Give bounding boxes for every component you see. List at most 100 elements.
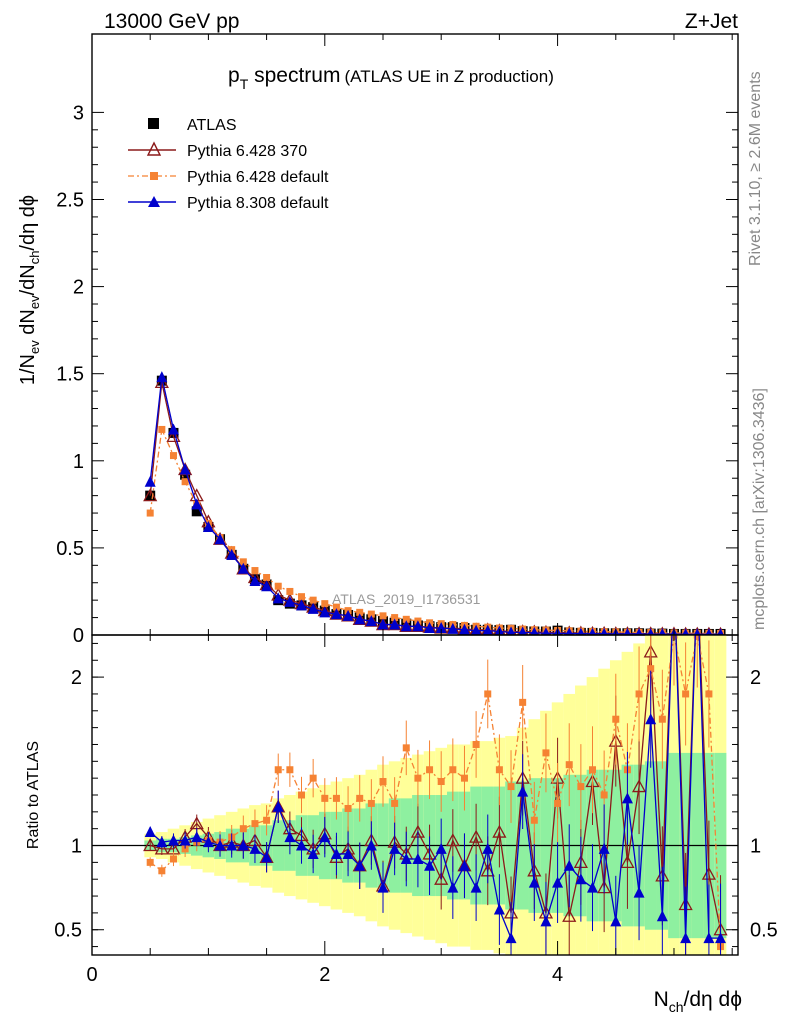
ratio-point-pythia-6-428-default	[356, 794, 364, 802]
data-point-pythia-8-308-default	[458, 623, 470, 635]
ratio-point-pythia-8-308-default	[680, 932, 692, 944]
data-point-pythia-8-308-default	[167, 423, 179, 435]
ratio-point-pythia-6-428-default	[705, 690, 713, 698]
ratio-point-pythia-6-428-default	[402, 744, 410, 752]
ratio-point-pythia-6-428-370	[562, 908, 577, 922]
data-point-pythia-6-428-default	[263, 574, 271, 582]
data-point-pythia-8-308-default	[518, 626, 527, 635]
data-point-pythia-8-308-default	[296, 599, 308, 611]
data-point-pythia-8-308-default	[435, 622, 447, 634]
ratio-y-tick-label-left: 2	[71, 667, 82, 689]
data-point-pythia-8-308-default	[144, 475, 156, 487]
main-y-tick-label: 2	[73, 277, 84, 299]
data-point-pythia-8-308-default	[191, 498, 203, 510]
data-point-pythia-6-428-default	[274, 582, 282, 590]
data-point-pythia-6-428-default	[356, 608, 364, 616]
x-tick-label: 0	[86, 964, 97, 986]
ratio-point-pythia-6-428-default	[519, 698, 527, 706]
data-point-pythia-8-308-default	[226, 548, 238, 560]
ratio-point-pythia-6-428-default	[554, 799, 562, 807]
ratio-point-pythia-6-428-default	[449, 766, 457, 774]
ratio-point-pythia-8-308-default	[202, 836, 214, 848]
ratio-point-pythia-6-428-default	[367, 799, 375, 807]
ratio-point-pythia-8-308-default	[715, 932, 727, 944]
ratio-point-pythia-8-308-default	[342, 847, 354, 859]
data-point-pythia-8-308-default	[249, 574, 261, 586]
ratio-y-tick-label-right: 2	[750, 667, 761, 689]
data-point-pythia-6-428-default	[309, 596, 317, 604]
ratio-point-pythia-6-428-default	[286, 766, 294, 774]
data-point-pythia-8-308-default	[542, 627, 550, 635]
legend-marker-pythia6-370	[146, 141, 162, 156]
ratio-point-pythia-8-308-default	[389, 842, 401, 854]
data-point-pythia-8-308-default	[412, 620, 424, 632]
data-point-pythia-8-308-default	[307, 602, 319, 614]
ratio-point-pythia-8-308-default	[226, 839, 238, 851]
ratio-point-pythia-8-308-default	[493, 903, 505, 915]
ratio-point-pythia-6-428-default	[460, 774, 468, 782]
ratio-point-pythia-8-308-default	[354, 859, 366, 871]
data-point-pythia-8-308-default	[400, 620, 412, 632]
ratio-panel: 0.5 0.5 1 1 2 2 0 2 4 Ratio to ATLAS Nch/dη dϕ	[25, 570, 778, 1015]
legend-entry-atlas: ATLAS	[148, 117, 237, 134]
data-point-pythia-6-428-default	[367, 610, 375, 618]
data-point-pythia-6-428-default	[181, 478, 189, 486]
main-y-tick-label: 1	[73, 451, 84, 473]
main-panel: ATLAS_2019_I1736531 0 0.5 1 1.5 2 2.5 3 pT spe…	[17, 33, 739, 647]
ratio-point-pythia-8-308-default	[156, 836, 168, 848]
data-point-pythia-8-308-default	[482, 624, 493, 635]
data-point-pythia-8-308-default	[237, 562, 249, 574]
ratio-point-pythia-6-428-default	[391, 799, 399, 807]
ratio-point-pythia-8-308-default	[656, 910, 668, 922]
ratio-point-pythia-6-428-370	[631, 779, 647, 793]
data-point-pythia-6-428-default	[239, 558, 247, 566]
ratio-point-pythia-8-308-default	[296, 839, 308, 851]
ratio-point-pythia-6-428-default	[589, 766, 597, 774]
main-y-tick-label: 0	[73, 625, 84, 647]
ratio-point-pythia-6-428-default	[437, 778, 445, 786]
data-point-pythia-6-428-370	[236, 561, 251, 575]
data-point-pythia-6-428-default	[146, 509, 154, 517]
ratio-point-pythia-6-428-default	[484, 690, 492, 698]
data-point-pythia-6-428-default	[286, 587, 294, 595]
ratio-point-pythia-6-428-default	[495, 766, 503, 774]
ratio-point-pythia-6-428-default	[577, 783, 585, 791]
ratio-point-pythia-6-428-default	[263, 816, 271, 824]
data-point-pythia-6-428-default	[379, 612, 387, 620]
ratio-point-pythia-8-308-default	[191, 831, 203, 843]
ratio-point-pythia-6-428-default	[658, 715, 666, 723]
data-point-pythia-6-428-default	[332, 603, 340, 611]
data-point-pythia-6-428-default	[251, 567, 259, 575]
data-point-pythia-8-308-default	[214, 533, 226, 545]
ratio-point-pythia-8-308-default	[167, 834, 179, 846]
data-point-pythia-8-308-default	[693, 628, 701, 635]
ratio-point-pythia-6-428-370	[445, 833, 460, 847]
ratio-point-pythia-6-428-default	[600, 791, 608, 799]
data-point-pythia-8-308-default	[565, 627, 574, 635]
legend-entry-pythia6-default: Pythia 6.428 default	[128, 169, 329, 186]
ratio-point-pythia-8-308-default	[412, 853, 424, 864]
ratio-point-pythia-6-428-default	[647, 665, 655, 673]
data-point-pythia-8-308-default	[179, 463, 191, 475]
ratio-point-pythia-8-308-default	[587, 881, 599, 893]
data-point-pythia-6-428-default	[391, 614, 399, 622]
ratio-point-pythia-8-308-default	[598, 842, 610, 854]
data-point-pythia-8-308-default	[261, 580, 273, 592]
ratio-point-pythia-6-428-370	[691, 570, 703, 581]
ratio-point-pythia-8-308-default	[330, 847, 342, 859]
ratio-y-tick-label-right: 1	[750, 836, 761, 858]
ratio-point-pythia-8-308-default	[249, 842, 261, 854]
ratio-point-pythia-6-428-default	[414, 774, 422, 782]
data-point-pythia-8-308-default	[635, 627, 643, 635]
ratio-point-pythia-6-428-default	[146, 858, 154, 866]
ratio-point-pythia-8-308-default	[482, 842, 494, 854]
ratio-point-pythia-8-308-default	[377, 881, 389, 893]
data-point-pythia-8-308-default	[330, 608, 342, 620]
ratio-point-pythia-8-308-default	[668, 570, 679, 581]
data-point-pythia-8-308-default	[682, 628, 689, 635]
ratio-point-pythia-6-428-default	[332, 794, 340, 802]
ratio-point-pythia-8-308-default	[435, 842, 447, 854]
data-point-pythia-8-308-default	[588, 627, 597, 635]
data-point-pythia-8-308-default	[424, 622, 436, 634]
plot-title: pT spectrum (ATLAS UE in Z production)	[228, 64, 554, 92]
